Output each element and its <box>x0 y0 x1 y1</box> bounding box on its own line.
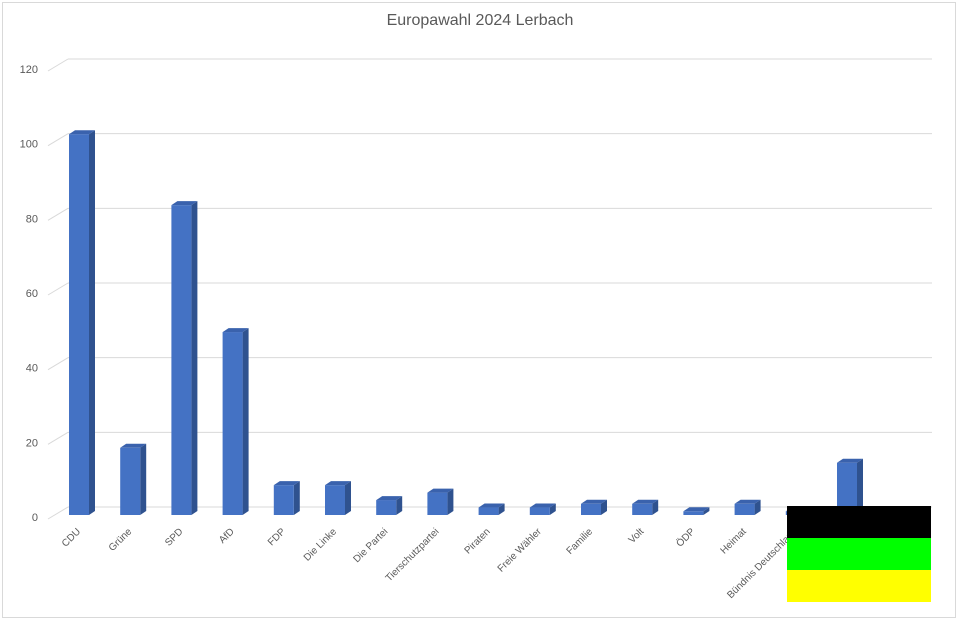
bar-front <box>222 332 243 515</box>
x-tick-label: Grüne <box>107 526 135 554</box>
gridline-diagonal <box>47 506 69 520</box>
y-tick-label: 80 <box>26 213 38 225</box>
gridline-diagonal <box>47 282 69 296</box>
flag-overlay <box>787 506 931 602</box>
x-tick-label: Freie Wähler <box>496 526 545 575</box>
bar <box>376 496 403 515</box>
bar-top <box>734 499 761 504</box>
bar-top <box>478 503 505 508</box>
bar-front <box>478 507 499 515</box>
x-tick-label: Heimat <box>719 526 749 556</box>
bar-top <box>273 481 300 486</box>
bar-top <box>837 458 863 463</box>
bar-front <box>837 462 857 515</box>
bar <box>69 130 95 515</box>
x-tick-label: Piraten <box>463 526 493 556</box>
x-tick-label: AfD <box>217 526 237 546</box>
bar-side <box>703 507 710 515</box>
y-tick-label: 60 <box>26 288 38 300</box>
flag-stripe <box>787 538 931 570</box>
bar-top <box>325 481 351 486</box>
bar <box>427 488 454 515</box>
bar-side <box>601 499 607 515</box>
bar-side <box>498 503 505 515</box>
bar-front <box>69 134 89 515</box>
bar-side <box>652 499 659 515</box>
bar-top <box>376 496 403 501</box>
gridline-diagonal <box>47 133 69 147</box>
bar-side <box>396 496 403 515</box>
bar <box>222 328 249 515</box>
bar-side <box>857 458 863 515</box>
bar-side <box>89 130 95 515</box>
bar-front <box>120 447 141 515</box>
bar-front <box>376 500 397 515</box>
x-tick-label: Die Linke <box>302 526 340 564</box>
bar <box>478 503 505 515</box>
bar <box>734 499 761 515</box>
x-tick-label: CDU <box>60 526 83 549</box>
bars <box>69 130 863 515</box>
y-axis: 0 20 40 60 80 100 120 <box>20 64 38 524</box>
gridline-diagonal <box>47 431 69 445</box>
bar <box>632 499 659 515</box>
bar-side <box>345 481 351 515</box>
bar-front <box>273 485 294 515</box>
bar-top <box>171 201 198 206</box>
bar-side <box>140 443 147 515</box>
x-tick-label: Volt <box>627 526 647 546</box>
grid-layer <box>47 58 932 520</box>
x-tick-label: Die Partei <box>351 526 390 565</box>
bar-side <box>447 488 454 515</box>
bar-top <box>683 507 710 512</box>
y-tick-label: 0 <box>32 512 38 524</box>
bar-front <box>581 503 601 515</box>
bar-top <box>632 499 659 504</box>
bar-front <box>529 507 550 515</box>
bar <box>325 481 351 515</box>
bar-front <box>427 492 448 515</box>
bar-side <box>293 481 300 515</box>
bar-top <box>529 503 556 508</box>
bar-side <box>191 201 198 515</box>
y-tick-label: 40 <box>26 363 38 375</box>
y-tick-label: 20 <box>26 437 38 449</box>
bar-front <box>683 511 704 515</box>
bar-front <box>171 205 192 515</box>
bar-top <box>120 443 147 448</box>
bar-top <box>222 328 249 333</box>
bar <box>120 443 147 515</box>
x-axis: CDU Grüne SPD AfD FDP Die Linke Die ParteiTier… <box>60 525 800 601</box>
bar <box>683 507 710 515</box>
x-tick-label: ÖDP <box>674 525 698 549</box>
gridline-diagonal <box>47 58 69 72</box>
y-tick-label: 100 <box>20 139 38 151</box>
flag-stripe <box>787 570 931 602</box>
x-tick-label: Familie <box>565 526 596 557</box>
bar <box>581 499 607 515</box>
chart-title: Europawahl 2024 Lerbach <box>386 12 574 29</box>
bar <box>171 201 198 515</box>
bar-front <box>734 503 755 515</box>
bar <box>529 503 556 515</box>
bar-top <box>581 499 607 504</box>
gridline-diagonal <box>47 207 69 221</box>
x-tick-label: FDP <box>266 526 288 548</box>
bar-side <box>549 503 556 515</box>
bar <box>273 481 300 515</box>
y-tick-label: 120 <box>20 64 38 76</box>
x-tick-label: Tierschutzpartei <box>384 526 442 584</box>
bar-front <box>632 503 653 515</box>
bar-top <box>69 130 95 135</box>
flag-stripe <box>787 506 931 538</box>
x-tick-label: SPD <box>163 526 185 548</box>
bar-front <box>325 485 345 515</box>
bar-side <box>242 328 249 515</box>
bar-top <box>427 488 454 493</box>
bar <box>837 458 863 515</box>
bar-side <box>754 499 761 515</box>
gridline-diagonal <box>47 357 69 371</box>
